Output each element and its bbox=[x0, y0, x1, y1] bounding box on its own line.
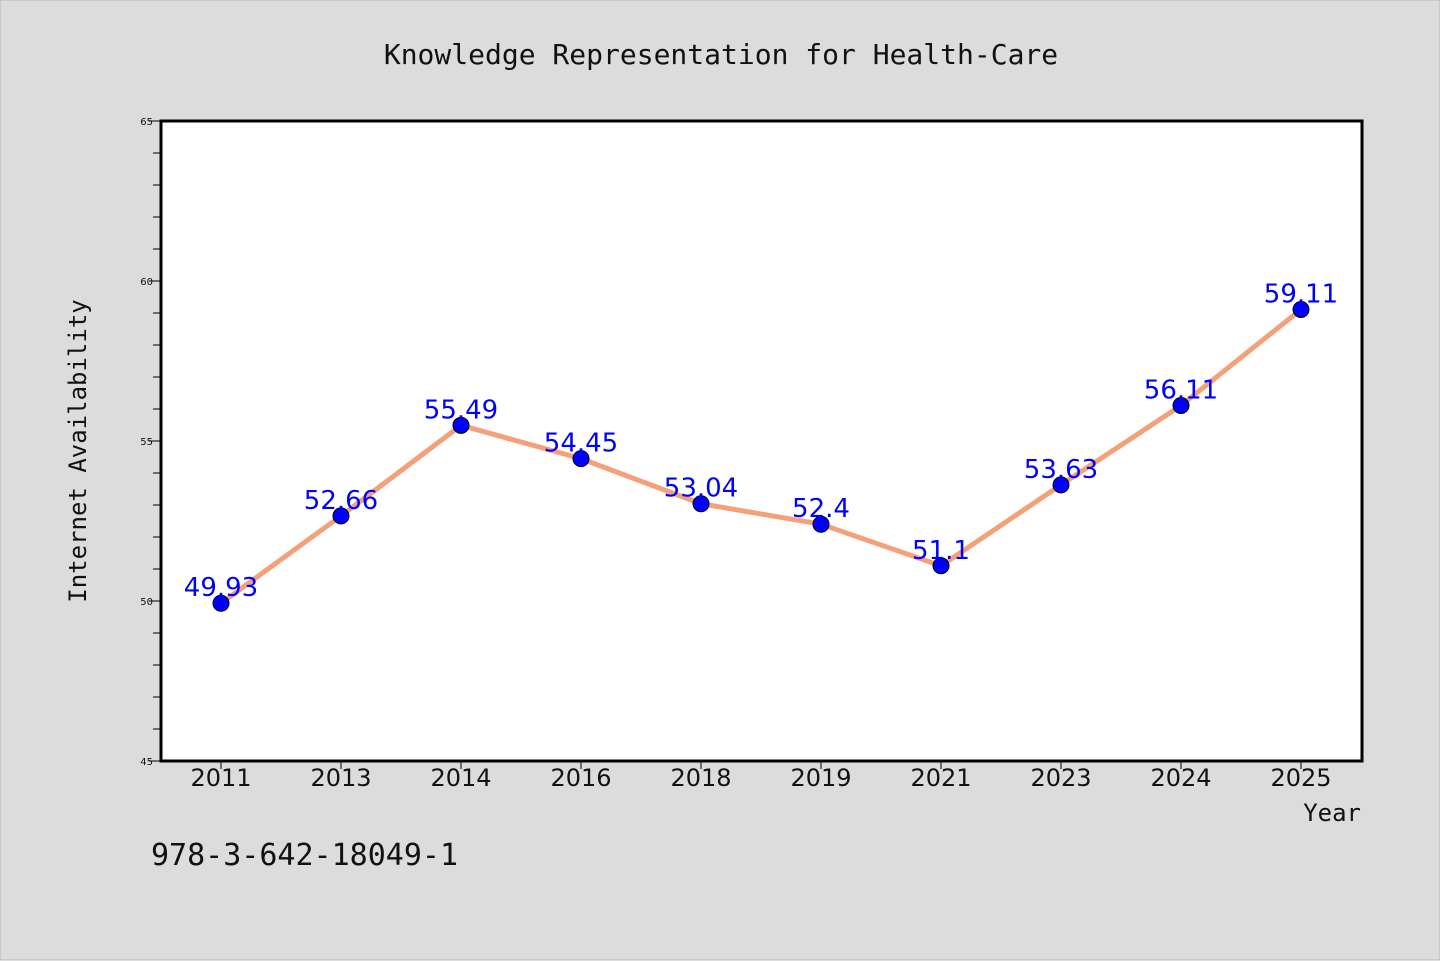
x-tick-label: 2018 bbox=[670, 764, 731, 792]
x-tick-label: 2013 bbox=[310, 764, 371, 792]
x-tick-label: 2025 bbox=[1270, 764, 1331, 792]
series-layer bbox=[212, 300, 1310, 612]
data-point-marker bbox=[932, 557, 950, 575]
data-label: 53.63 bbox=[1024, 455, 1098, 485]
data-point-marker bbox=[452, 416, 470, 434]
x-tick-label: 2024 bbox=[1150, 764, 1211, 792]
x-tick-label: 2014 bbox=[430, 764, 491, 792]
x-tick-label: 2023 bbox=[1030, 764, 1091, 792]
data-label: 56.11 bbox=[1144, 375, 1218, 405]
y-tick-label: 60 bbox=[140, 277, 153, 288]
data-label: 52.4 bbox=[792, 494, 850, 524]
data-label: 59.11 bbox=[1264, 279, 1338, 309]
x-axis: 2011 2013 2014 2016 2018 2019 2021 2023 2024 2025 bbox=[190, 761, 1332, 792]
data-point-marker bbox=[812, 515, 830, 533]
data-point-marker bbox=[1172, 396, 1190, 414]
data-point-marker bbox=[1292, 300, 1310, 318]
data-label: 55.49 bbox=[424, 395, 498, 425]
x-tick-label: 2021 bbox=[910, 764, 971, 792]
y-tick-label: 45 bbox=[140, 757, 153, 768]
data-label: 54.45 bbox=[544, 429, 618, 459]
x-tick-label: 2016 bbox=[550, 764, 611, 792]
data-label: 51.1 bbox=[912, 536, 970, 566]
data-label: 52.66 bbox=[304, 486, 378, 516]
plot-area bbox=[159, 119, 1364, 763]
x-axis-label: Year bbox=[1303, 799, 1361, 827]
data-point-marker bbox=[212, 594, 230, 612]
y-tick-label: 65 bbox=[140, 117, 153, 128]
data-point-marker bbox=[332, 507, 350, 525]
data-point-marker bbox=[1052, 476, 1070, 494]
y-tick-label: 55 bbox=[140, 437, 153, 448]
x-tick-label: 2011 bbox=[190, 764, 251, 792]
x-tick-label: 2019 bbox=[790, 764, 851, 792]
data-point-marker bbox=[692, 495, 710, 513]
data-labels-layer: 49.93 52.66 55.49 54.45 53.04 52.4 51.1 53.63 56… bbox=[184, 279, 1338, 603]
y-axis-label: Internet Availability bbox=[64, 299, 92, 602]
y-tick-label: 50 bbox=[140, 597, 153, 608]
chart-title: Knowledge Representation for Health-Care bbox=[384, 38, 1058, 71]
series-line bbox=[218, 306, 1304, 606]
y-axis: 45 50 55 60 65 bbox=[140, 117, 161, 768]
data-point-marker bbox=[572, 450, 590, 468]
data-label: 53.04 bbox=[664, 474, 738, 504]
data-label: 49.93 bbox=[184, 573, 258, 603]
footnote-isbn: 978-3-642-18049-1 bbox=[151, 838, 458, 873]
